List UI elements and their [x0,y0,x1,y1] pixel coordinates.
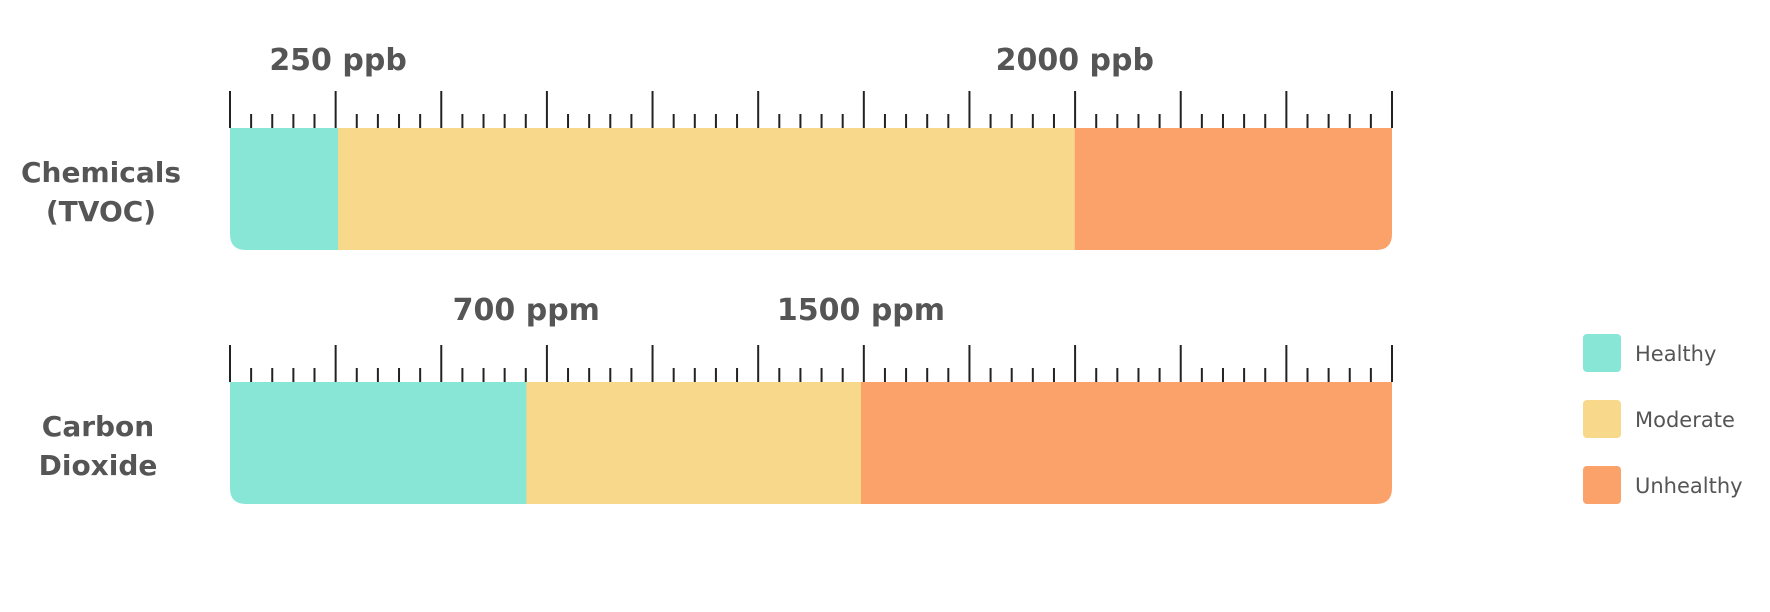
bar-segment-healthy [230,382,527,504]
threshold-label: 2000 ppb [996,43,1154,78]
bar-segment-healthy [230,128,339,250]
bar-segment-unhealthy [860,382,1392,504]
legend-label-healthy: Healthy [1635,342,1716,366]
row-label-line: (TVOC) [46,195,156,228]
legend-label-unhealthy: Unhealthy [1635,474,1743,498]
legend-label-moderate: Moderate [1635,408,1735,432]
row-label-line: Carbon [42,410,154,443]
bar-segment-moderate [338,128,1076,250]
row-label-line: Dioxide [39,449,158,482]
legend-swatch-unhealthy [1583,466,1621,504]
bar-segment-unhealthy [1074,128,1392,250]
threshold-label: 700 ppm [453,293,600,328]
legend-swatch-moderate [1583,400,1621,438]
bar-segment-moderate [526,382,862,504]
threshold-label: 1500 ppm [777,293,945,328]
legend-swatch-healthy [1583,334,1621,372]
threshold-label: 250 ppb [269,43,407,78]
row-label-line: Chemicals [21,156,181,189]
